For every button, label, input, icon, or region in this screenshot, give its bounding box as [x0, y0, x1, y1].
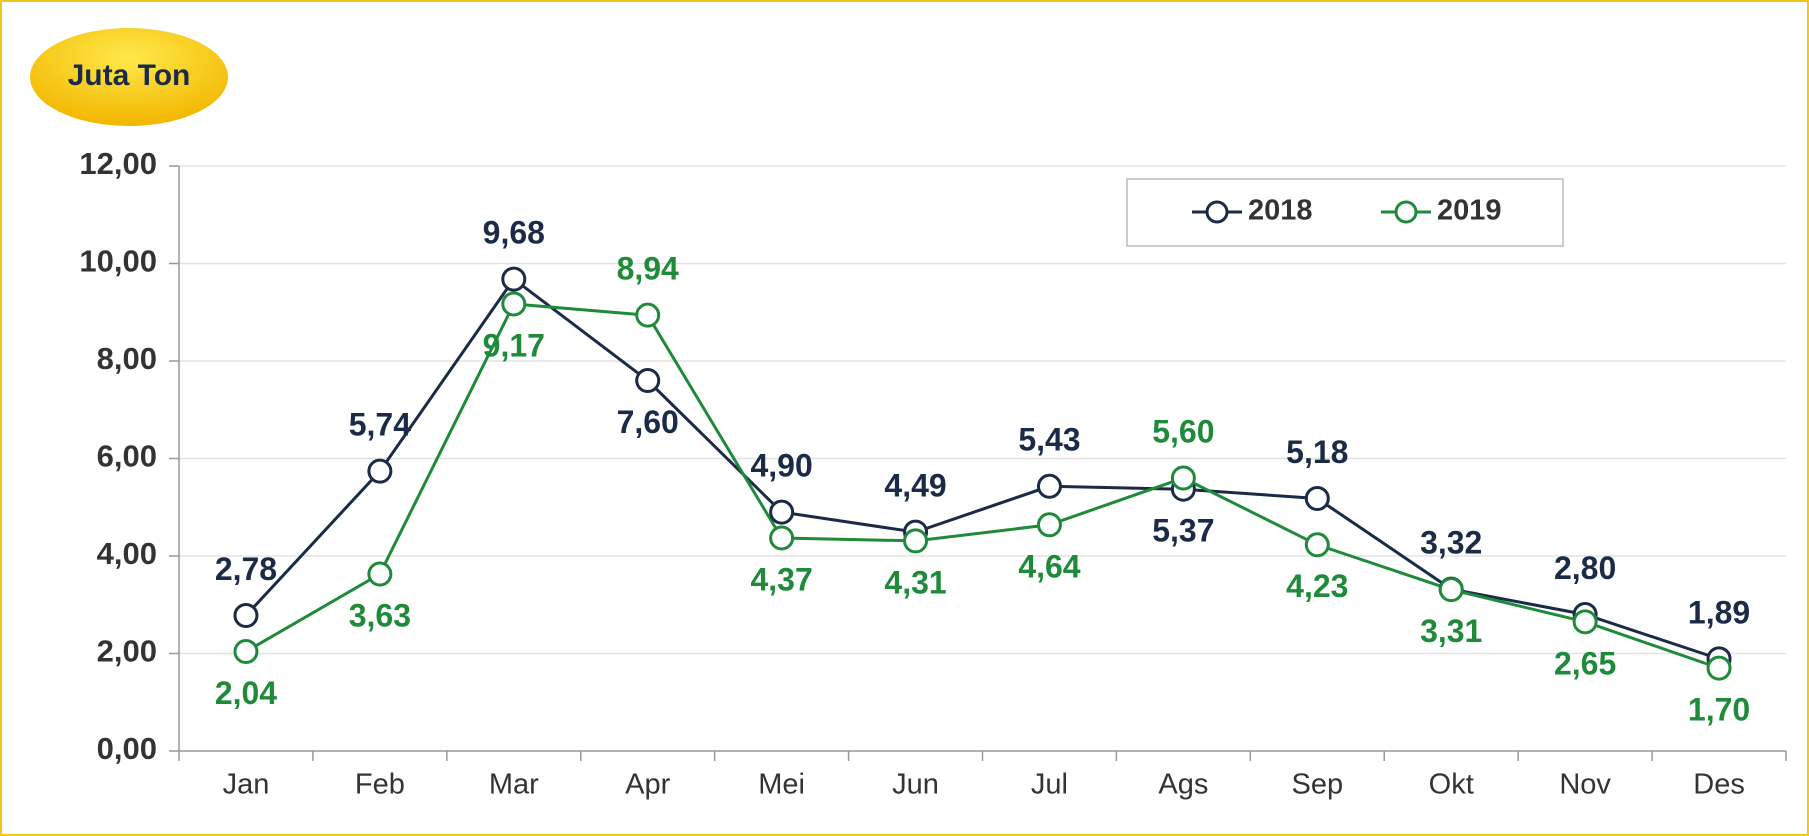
value-label: 5,37	[1152, 513, 1214, 549]
legend-label: 2019	[1437, 195, 1502, 227]
point	[635, 368, 661, 393]
series-line	[245, 302, 1720, 670]
value-label: 3,31	[1420, 613, 1482, 649]
value-label: 1,89	[1688, 594, 1750, 630]
point	[367, 561, 393, 587]
point	[769, 525, 795, 551]
point	[233, 639, 259, 665]
y-tick-label: 8,00	[97, 341, 157, 376]
point	[501, 266, 527, 292]
x-tick-label: Des	[1693, 769, 1745, 801]
value-label: 5,18	[1286, 434, 1348, 470]
x-tick-label: Sep	[1291, 769, 1343, 801]
x-tick-label: Jun	[892, 769, 939, 801]
y-tick-label: 6,00	[97, 439, 157, 474]
x-tick-label: Okt	[1429, 769, 1474, 801]
point	[367, 458, 393, 484]
value-label: 4,90	[750, 448, 812, 484]
y-tick-label: 2,00	[97, 634, 157, 669]
value-label: 5,74	[349, 407, 411, 443]
point	[635, 302, 661, 328]
x-tick-label: Jan	[223, 769, 270, 801]
x-tick-label: Feb	[355, 769, 405, 801]
value-label: 8,94	[617, 251, 679, 287]
value-label: 2,78	[215, 551, 277, 587]
value-label: 2,80	[1554, 550, 1616, 586]
value-label: 4,23	[1286, 568, 1348, 604]
point	[1572, 609, 1598, 635]
x-tick-label: Nov	[1559, 769, 1611, 801]
value-label: 9,68	[483, 215, 545, 251]
value-label: 4,31	[884, 564, 946, 600]
point	[1304, 485, 1330, 511]
value-label: 4,49	[884, 468, 946, 504]
value-label: 3,63	[349, 597, 411, 633]
value-label: 2,65	[1554, 645, 1616, 681]
point	[769, 499, 795, 525]
x-tick-label: Mar	[489, 769, 539, 801]
point	[1170, 465, 1196, 491]
value-label: 2,04	[215, 675, 277, 711]
point	[233, 602, 259, 628]
badge	[30, 28, 228, 126]
point	[1036, 473, 1062, 499]
y-tick-label: 12,00	[79, 146, 157, 181]
legend-label: 2018	[1248, 195, 1313, 227]
point	[903, 528, 929, 554]
y-tick-label: 0,00	[97, 731, 157, 766]
series-line	[244, 276, 1720, 661]
point	[1304, 532, 1330, 558]
x-tick-label: Jul	[1031, 769, 1068, 801]
badge-text: Juta Ton	[68, 59, 191, 92]
point	[501, 291, 527, 317]
point	[1438, 577, 1464, 603]
x-tick-label: Mei	[758, 769, 805, 801]
y-tick-label: 4,00	[97, 536, 157, 571]
value-label: 5,43	[1018, 422, 1080, 458]
value-label: 4,37	[750, 561, 812, 597]
value-label: 7,60	[617, 404, 679, 440]
legend-marker	[1205, 200, 1229, 224]
value-label: 3,32	[1420, 525, 1482, 561]
value-label: 9,17	[483, 327, 545, 363]
point	[1036, 512, 1062, 538]
x-tick-label: Ags	[1158, 769, 1208, 801]
point	[1706, 655, 1732, 681]
value-label: 1,70	[1688, 692, 1750, 728]
y-tick-label: 10,00	[79, 244, 157, 279]
value-label: 5,60	[1152, 413, 1214, 449]
value-label: 4,64	[1018, 548, 1080, 584]
x-tick-label: Apr	[625, 769, 670, 801]
legend-marker	[1394, 200, 1418, 224]
